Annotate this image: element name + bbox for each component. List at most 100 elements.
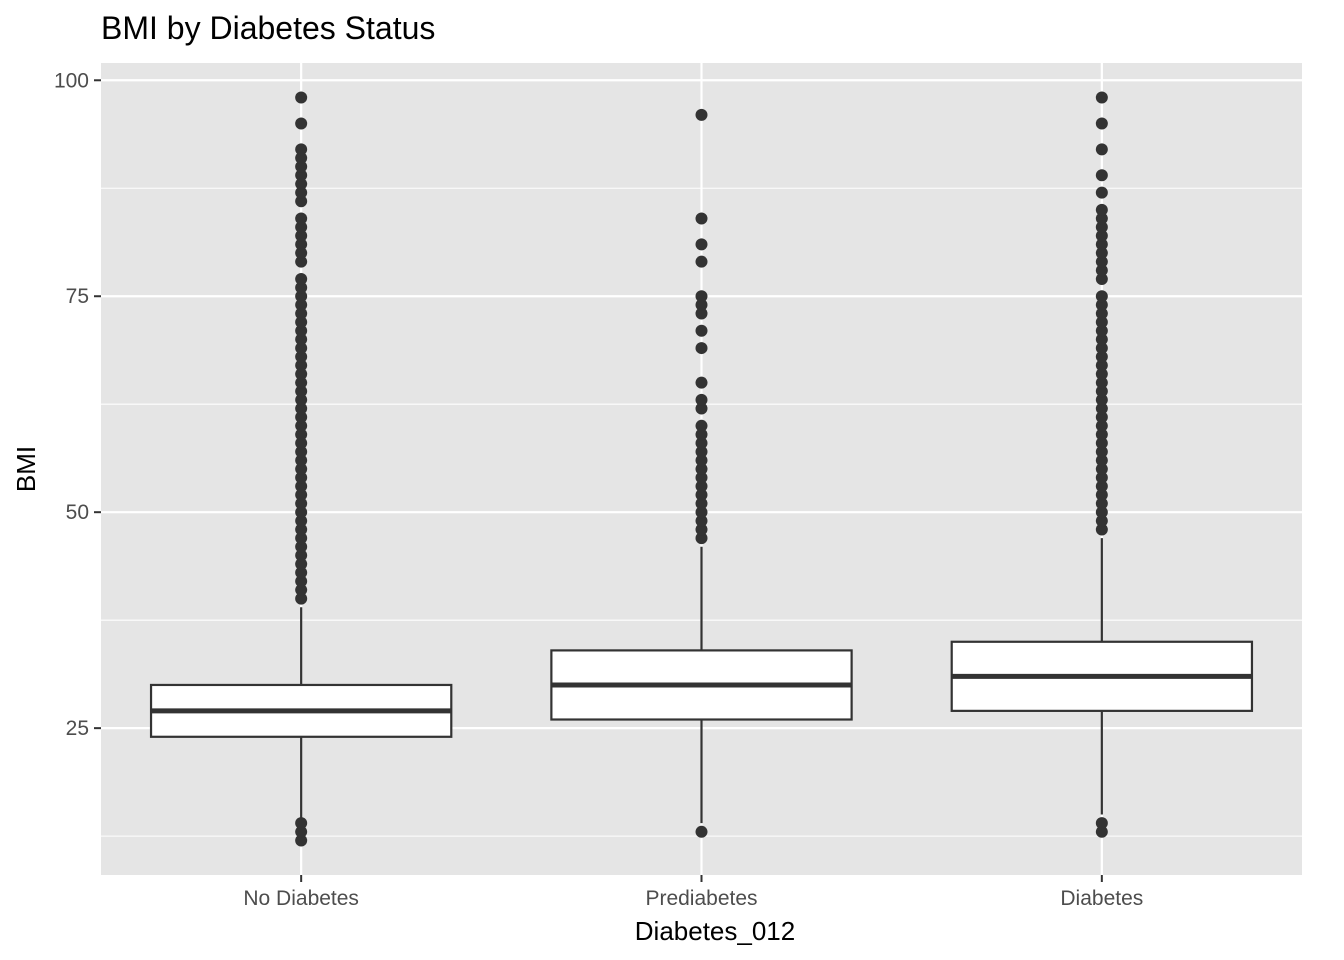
outlier-point xyxy=(295,186,308,199)
x-tick-label: Prediabetes xyxy=(645,887,757,910)
outlier-point xyxy=(295,419,308,432)
outlier-point xyxy=(695,454,708,467)
outlier-point xyxy=(295,402,308,415)
outlier-point xyxy=(695,488,708,501)
outlier-point xyxy=(1095,324,1108,337)
outlier-point xyxy=(1095,272,1108,285)
outlier-point xyxy=(1095,817,1108,830)
outlier-point xyxy=(1095,255,1108,268)
outlier-point xyxy=(1095,342,1108,355)
outlier-point xyxy=(295,532,308,545)
outlier-point xyxy=(295,298,308,311)
outlier-point xyxy=(295,454,308,467)
outlier-point xyxy=(695,307,708,320)
outlier-point xyxy=(295,195,308,208)
outlier-point xyxy=(1095,463,1108,475)
box-group xyxy=(149,91,453,847)
outlier-point xyxy=(695,480,708,493)
outlier-point xyxy=(295,290,308,303)
outlier-point xyxy=(695,514,708,527)
outlier-point xyxy=(695,428,708,441)
outlier-point xyxy=(295,445,308,458)
outlier-point xyxy=(295,359,308,372)
outlier-point xyxy=(695,238,708,251)
outlier-point xyxy=(1095,506,1108,519)
outlier-point xyxy=(1095,402,1108,415)
x-tick-label: No Diabetes xyxy=(243,887,359,910)
outlier-point xyxy=(295,558,308,571)
outlier-point xyxy=(695,324,708,337)
outlier-point xyxy=(295,350,308,363)
outlier-point xyxy=(695,212,708,225)
outlier-point xyxy=(295,281,308,294)
outlier-point xyxy=(1095,514,1108,527)
outlier-point xyxy=(1095,117,1108,130)
outlier-point xyxy=(295,385,308,398)
outlier-point xyxy=(1095,298,1108,311)
outlier-point xyxy=(295,229,308,242)
outlier-point xyxy=(695,506,708,519)
outlier-point xyxy=(695,393,708,406)
outlier-point xyxy=(295,523,308,536)
outlier-point xyxy=(295,428,308,441)
outlier-point xyxy=(295,316,308,329)
outlier-point xyxy=(695,825,708,838)
outlier-point xyxy=(295,506,308,519)
outlier-point xyxy=(695,290,708,303)
outlier-point xyxy=(695,376,708,389)
outlier-point xyxy=(295,160,308,173)
outlier-point xyxy=(295,540,308,553)
outlier-point xyxy=(295,497,308,510)
outlier-point xyxy=(1095,454,1108,467)
outlier-point xyxy=(295,471,308,484)
outlier-point xyxy=(695,108,708,121)
x-tick-label: Diabetes xyxy=(1060,887,1143,910)
outlier-point xyxy=(1095,445,1108,458)
box-group xyxy=(950,91,1254,838)
outlier-point xyxy=(695,471,708,484)
outlier-point xyxy=(1095,471,1108,484)
outlier-point xyxy=(295,549,308,562)
outlier-point xyxy=(1095,186,1108,199)
outlier-point xyxy=(295,212,308,225)
y-axis-title: BMI xyxy=(11,446,41,492)
y-tick-label: 100 xyxy=(54,69,89,92)
outlier-point xyxy=(695,298,708,311)
outlier-point xyxy=(295,592,308,605)
outlier-point xyxy=(1095,825,1108,838)
outlier-point xyxy=(1095,212,1108,225)
outlier-point xyxy=(695,445,708,458)
outlier-point xyxy=(695,463,708,475)
outlier-point xyxy=(295,221,308,234)
outlier-point xyxy=(1095,264,1108,277)
outlier-point xyxy=(295,514,308,527)
outlier-point xyxy=(295,238,308,251)
outlier-point xyxy=(1095,437,1108,450)
outlier-point xyxy=(1095,91,1108,104)
outlier-point xyxy=(1095,428,1108,441)
outlier-point xyxy=(1095,316,1108,329)
outlier-point xyxy=(295,307,308,320)
outlier-point xyxy=(295,324,308,337)
outlier-point xyxy=(695,342,708,355)
outlier-point xyxy=(1095,411,1108,424)
outlier-point xyxy=(295,575,308,588)
outlier-point xyxy=(1095,393,1108,406)
outlier-point xyxy=(1095,367,1108,380)
outlier-point xyxy=(295,834,308,847)
outlier-point xyxy=(295,143,308,156)
outlier-point xyxy=(295,480,308,493)
outlier-point xyxy=(1095,419,1108,432)
y-axis: 25 50 75 100 xyxy=(54,69,101,740)
outlier-point xyxy=(295,817,308,830)
outlier-point xyxy=(1095,221,1108,234)
outlier-point xyxy=(295,177,308,190)
y-tick-label: 75 xyxy=(66,285,89,308)
outlier-point xyxy=(695,255,708,268)
outlier-point xyxy=(295,566,308,579)
outlier-point xyxy=(695,419,708,432)
outlier-point xyxy=(1095,488,1108,501)
y-tick-label: 25 xyxy=(66,717,89,740)
outlier-point xyxy=(695,532,708,545)
